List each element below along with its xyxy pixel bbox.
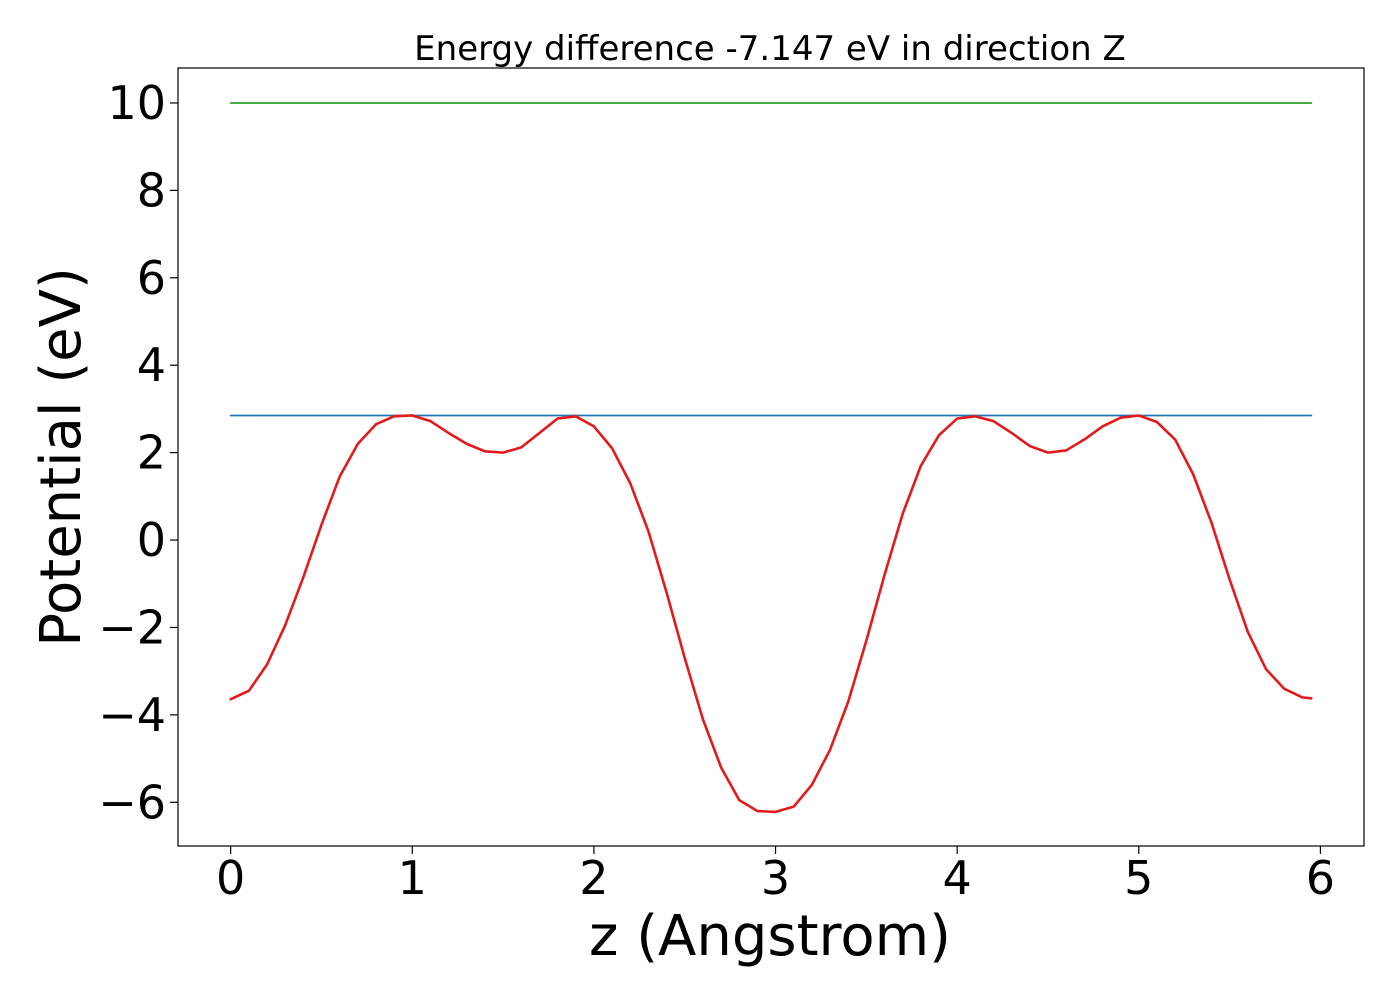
x-axis-label: z (Angstrom): [589, 904, 951, 969]
x-tick-label: 0: [216, 851, 245, 905]
y-tick-label: 10: [107, 76, 166, 130]
x-tick-label: 2: [579, 851, 608, 905]
y-tick-label: 4: [137, 338, 166, 392]
plot-frame: [177, 67, 1365, 847]
y-tick-label: 2: [137, 426, 166, 480]
series-line-3: [229, 414, 1313, 814]
x-tick-label: 1: [398, 851, 427, 905]
y-tick-label: 6: [137, 251, 166, 305]
x-tick-label: 6: [1306, 851, 1335, 905]
x-tick-label: 4: [943, 851, 972, 905]
y-tick-label: −2: [98, 600, 166, 654]
x-tick-label: 3: [761, 851, 790, 905]
series-layer: [229, 102, 1313, 814]
chart-title: Energy difference -7.147 eV in direction…: [414, 29, 1126, 69]
y-axis: −6 −4 −2 0 2 4 6 8 10: [98, 76, 178, 829]
x-axis: 0 1 2 3 4 5 6: [216, 846, 1335, 905]
y-tick-label: −4: [98, 688, 166, 742]
y-tick-label: 8: [137, 163, 166, 217]
y-axis-label: Potential (eV): [29, 267, 94, 647]
y-tick-label: −6: [98, 775, 166, 829]
x-tick-label: 5: [1124, 851, 1153, 905]
y-tick-label: 0: [137, 513, 166, 567]
